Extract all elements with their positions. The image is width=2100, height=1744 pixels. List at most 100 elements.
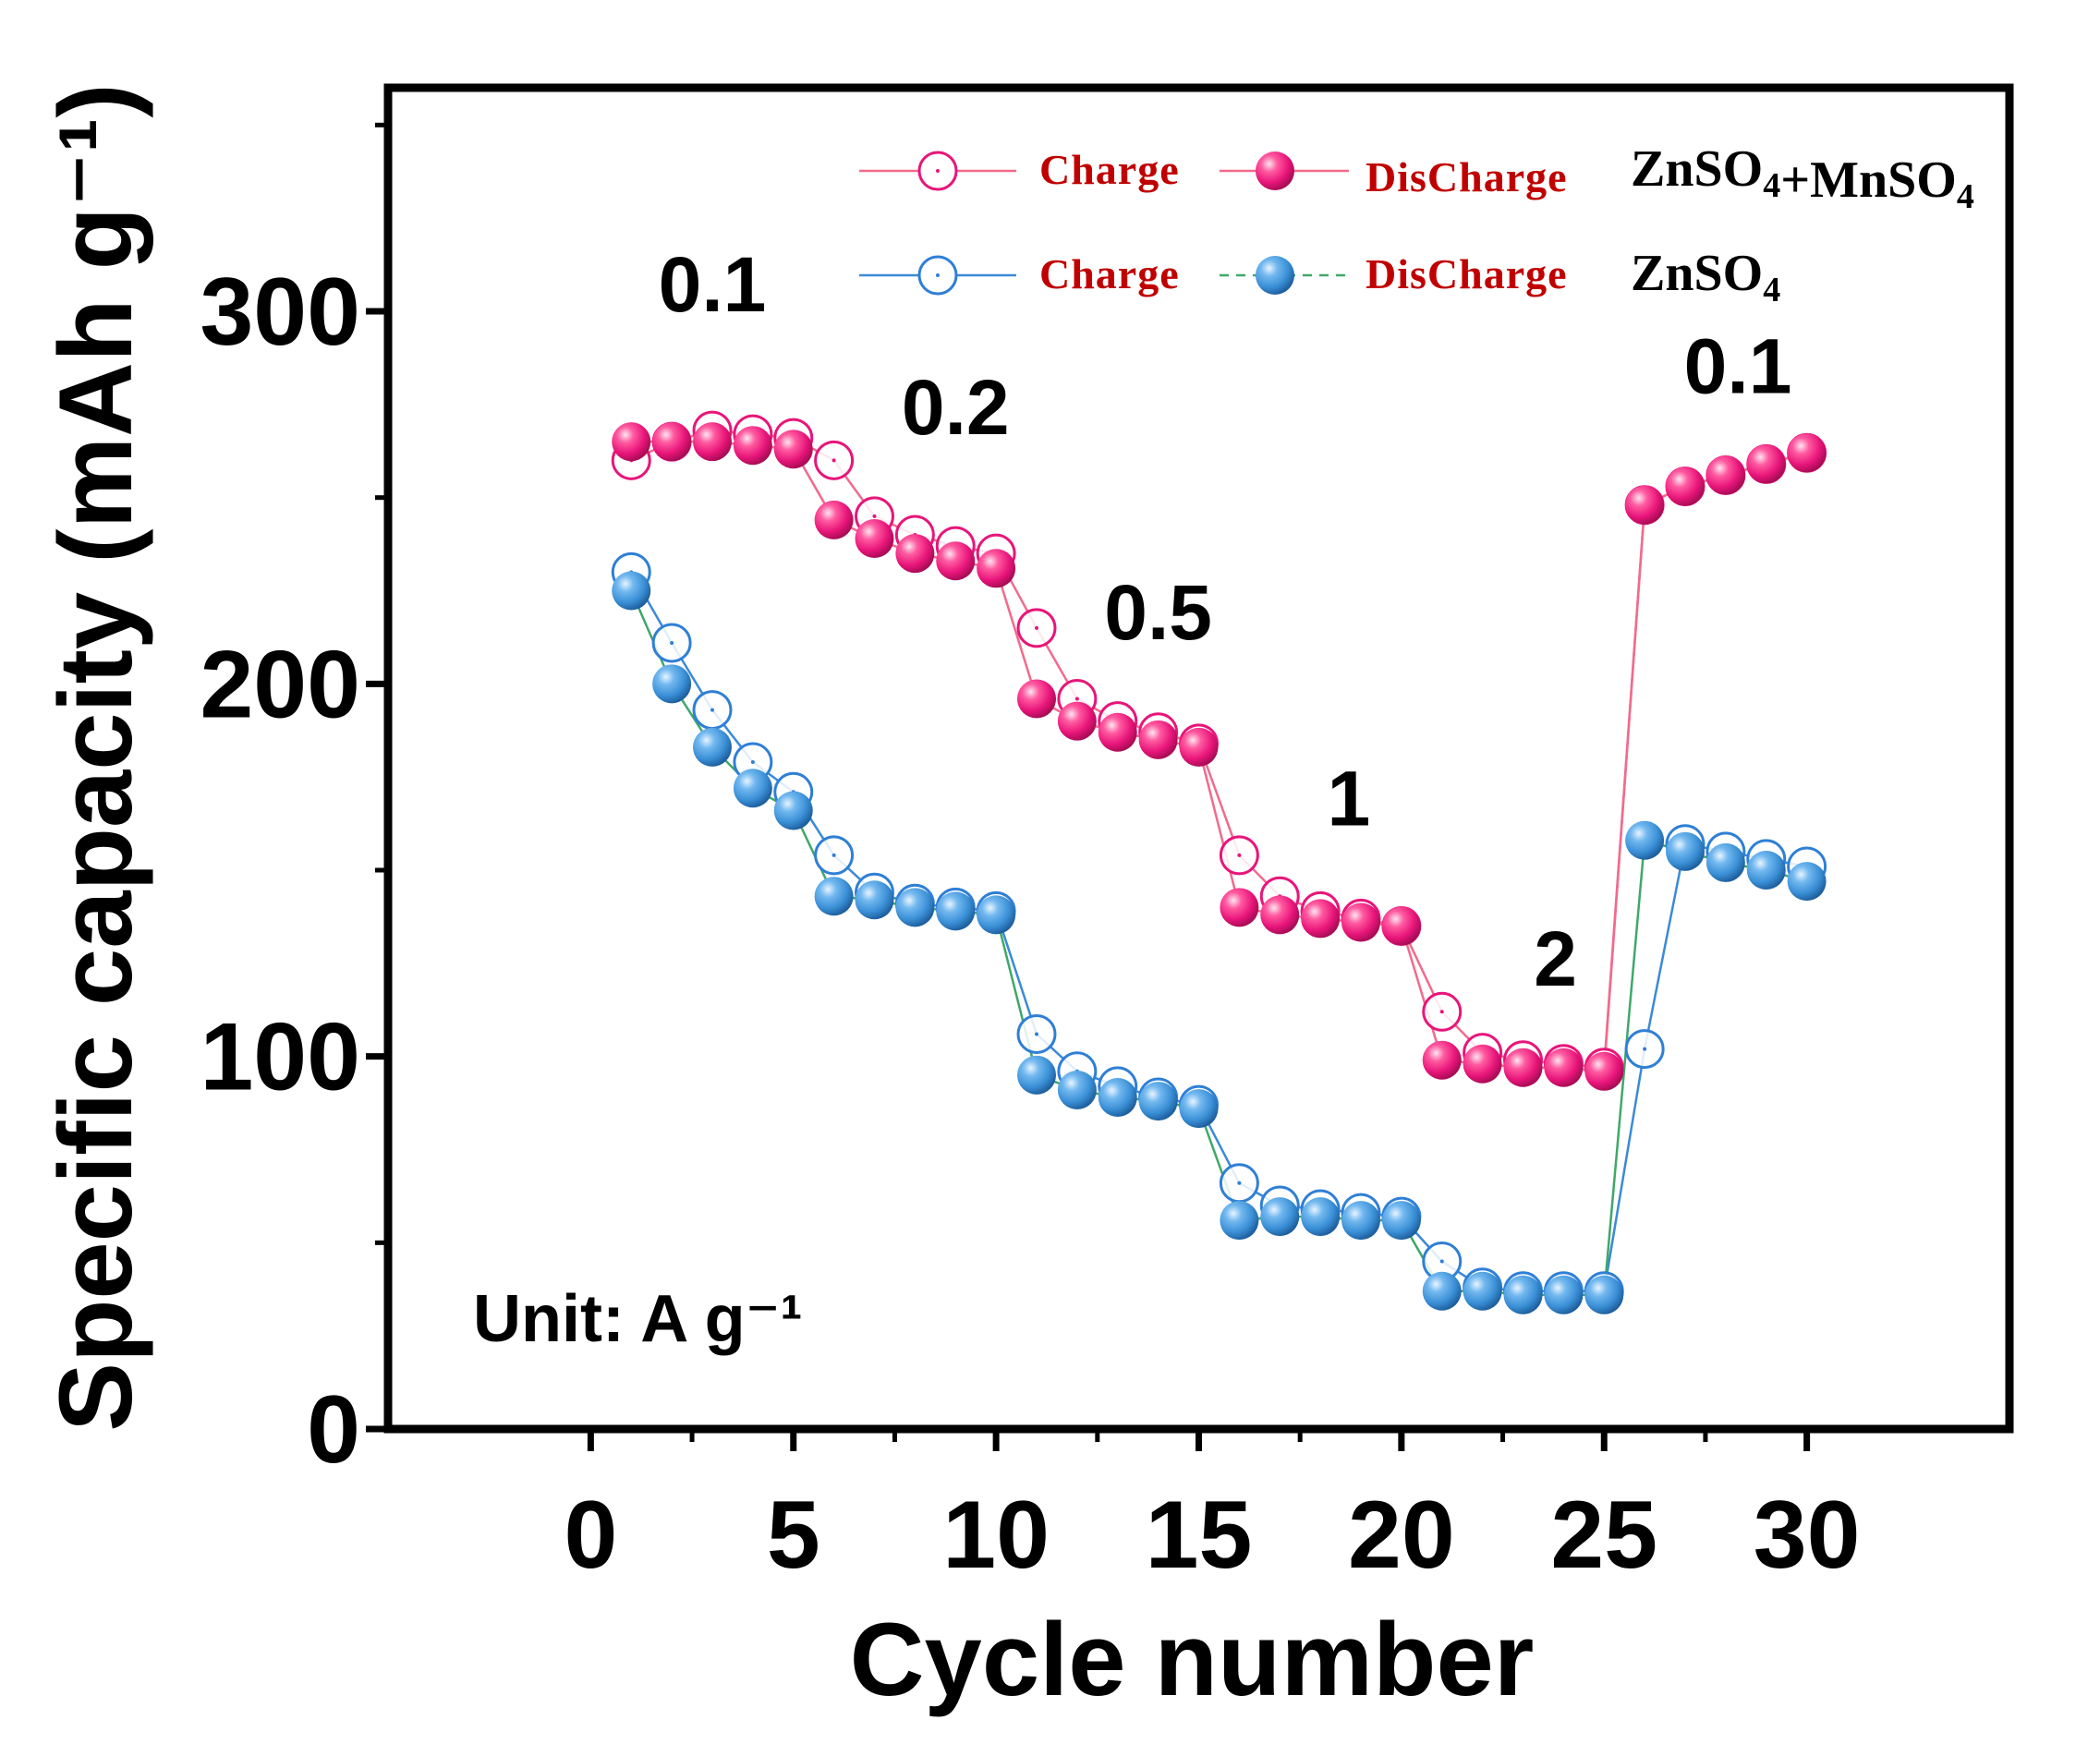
discharge-point: [652, 664, 692, 704]
x-tick-label-30: 30: [1754, 1482, 1861, 1589]
series-markers-1: [612, 422, 1827, 1091]
discharge-point: [1179, 727, 1219, 767]
discharge-point: [895, 888, 935, 927]
discharge-point: [1260, 895, 1300, 935]
discharge-point: [1381, 1201, 1421, 1241]
discharge-point: [612, 422, 651, 462]
discharge-point: [977, 549, 1016, 588]
discharge-point: [1179, 1089, 1219, 1129]
legend-discharge-marker: [1256, 256, 1294, 295]
discharge-point: [1787, 433, 1827, 473]
series-line-discharge-1: [631, 440, 1807, 1073]
charge-point-dot: [832, 853, 836, 857]
y-tick-label-300: 300: [200, 259, 360, 366]
discharge-point: [1422, 1271, 1462, 1311]
rate-label: 0.2: [902, 364, 1010, 451]
charge-point-dot: [1643, 1047, 1647, 1051]
discharge-point: [693, 727, 732, 767]
discharge-point: [693, 422, 732, 462]
rate-label: 0.1: [1684, 323, 1792, 410]
y-tick-label-100: 100: [200, 1004, 360, 1111]
discharge-point: [1584, 1275, 1624, 1314]
discharge-point: [1422, 1040, 1462, 1080]
discharge-point: [1017, 1055, 1056, 1095]
rate-label: 0.5: [1104, 569, 1212, 656]
discharge-point: [1220, 888, 1259, 927]
charge-point-dot: [1035, 625, 1038, 630]
discharge-point: [733, 769, 772, 808]
discharge-point: [1625, 820, 1665, 860]
discharge-point: [773, 791, 813, 830]
discharge-point: [1057, 701, 1097, 741]
charge-point-dot: [1439, 1010, 1444, 1014]
discharge-point: [1301, 899, 1341, 939]
rate-label: 2: [1534, 915, 1577, 1002]
discharge-point: [1138, 720, 1178, 759]
discharge-point: [1666, 466, 1705, 506]
discharge-point: [1746, 851, 1786, 890]
rate-annotations: 0.1 0.2 0.5 1 2 0.1: [659, 241, 1792, 1002]
discharge-point: [1503, 1048, 1543, 1087]
series-layer: [611, 410, 1827, 1314]
legend-electrolyte-label: ZnSO4+MnSO4: [1631, 140, 1974, 216]
rate-label: 1: [1327, 756, 1370, 842]
discharge-point: [1098, 1078, 1137, 1118]
discharge-point: [773, 430, 813, 469]
legend-electrolyte-label: ZnSO4: [1631, 245, 1780, 309]
legend-discharge-marker: [1256, 151, 1294, 190]
legend-discharge-label: DisCharge: [1366, 153, 1568, 200]
legend-charge-label: Charge: [1039, 250, 1180, 297]
discharge-point: [895, 534, 935, 574]
x-tick-label-10: 10: [942, 1482, 1050, 1589]
unit-note: Unit: A g⁻¹: [473, 1282, 803, 1356]
discharge-point: [1260, 1197, 1300, 1237]
charge-point-dot: [1074, 696, 1079, 701]
discharge-point: [1017, 679, 1056, 719]
discharge-point: [814, 500, 854, 539]
discharge-point: [855, 519, 894, 559]
discharge-point: [1746, 444, 1786, 484]
series-line-charge-0: [630, 429, 1807, 1070]
discharge-point: [814, 877, 854, 916]
discharge-point: [1463, 1044, 1502, 1084]
y-tick-label-0: 0: [307, 1376, 360, 1484]
charge-point-dot: [872, 514, 877, 518]
x-tick-label-0: 0: [564, 1482, 617, 1589]
discharge-point: [1705, 842, 1745, 882]
x-tick-label-15: 15: [1146, 1482, 1253, 1589]
charge-point-dot: [1439, 1259, 1444, 1264]
charge-point-dot: [750, 760, 755, 765]
discharge-point: [1544, 1048, 1584, 1087]
legend-discharge-label: DisCharge: [1366, 250, 1568, 297]
discharge-point: [855, 880, 894, 920]
charge-point-dot: [710, 708, 714, 712]
series-line-charge-2: [630, 571, 1807, 1293]
charge-point-dot: [670, 640, 674, 645]
y-tick-label-200: 200: [200, 631, 360, 738]
series-markers-3: [612, 571, 1827, 1314]
charge-point-dot: [1237, 1181, 1242, 1185]
discharge-point: [1666, 831, 1705, 871]
discharge-point: [1341, 902, 1380, 942]
discharge-point: [612, 571, 651, 611]
x-tick-label-5: 5: [767, 1482, 820, 1589]
discharge-point: [1138, 1082, 1178, 1121]
discharge-point: [1463, 1271, 1502, 1311]
discharge-point: [936, 891, 976, 931]
discharge-point: [936, 541, 976, 581]
discharge-point: [1584, 1051, 1624, 1091]
discharge-point: [1544, 1275, 1584, 1314]
x-tick-label-25: 25: [1550, 1482, 1657, 1589]
y-axis-label: Specific capacity (mAh g⁻¹): [38, 83, 153, 1431]
rate-label: 0.1: [659, 241, 767, 328]
discharge-point: [733, 426, 772, 466]
discharge-point: [1787, 862, 1827, 902]
series-markers-2: [611, 551, 1827, 1312]
charge-point-dot: [1237, 853, 1242, 857]
discharge-point: [1301, 1197, 1341, 1237]
discharge-point: [977, 895, 1016, 935]
discharge-point: [1625, 485, 1665, 525]
discharge-point: [1381, 906, 1421, 946]
discharge-point: [1341, 1201, 1380, 1241]
